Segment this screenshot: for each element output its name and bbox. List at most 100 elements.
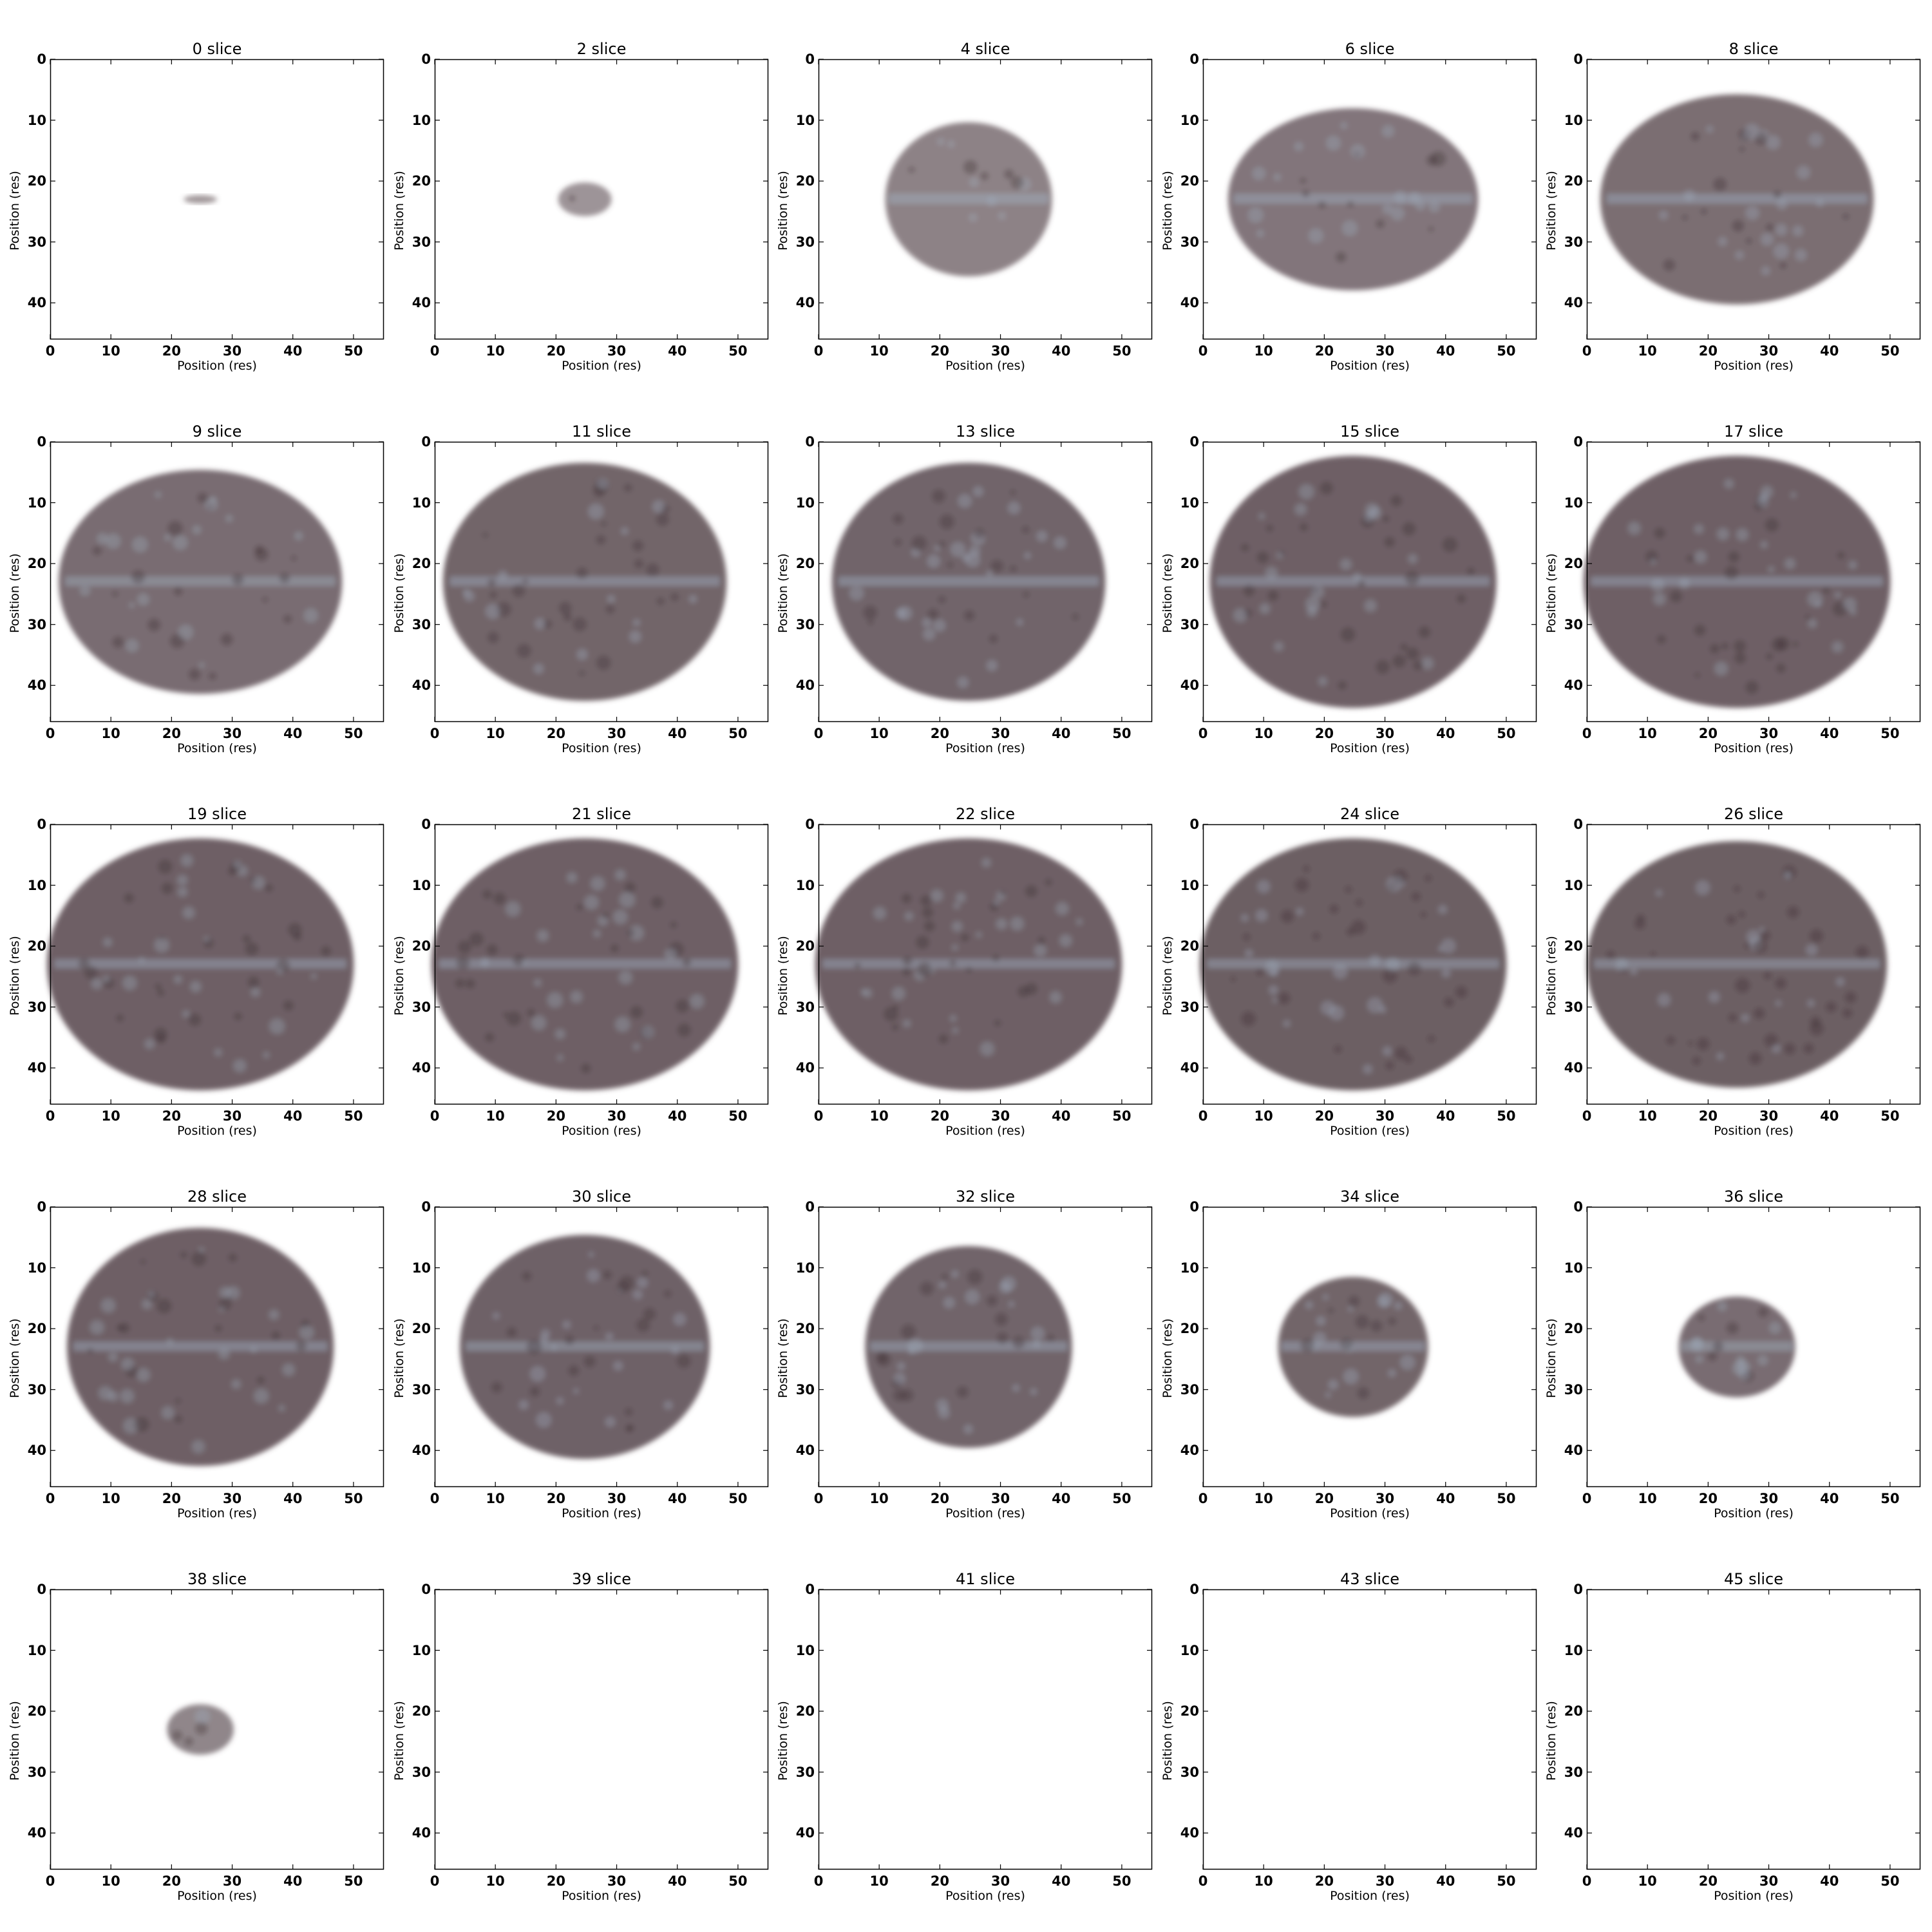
y-tick-label: 40 — [1564, 1443, 1583, 1459]
slice-panel: 26 slice 0 10 20 30 40 50 0 10 20 30 40 Position (re… — [1537, 765, 1932, 1155]
y-tick-label: 0 — [421, 1582, 431, 1597]
slice-panel: 28 slice 0 10 20 30 40 50 0 10 20 30 40 Position (re… — [0, 1148, 398, 1537]
y-tick-label: 0 — [1189, 1199, 1199, 1215]
y-tick-label: 20 — [795, 173, 815, 189]
x-tick-label: 10 — [486, 1491, 505, 1506]
x-axis-label: Position (res) — [177, 741, 257, 755]
x-axis-label: Position (res) — [945, 359, 1025, 373]
y-axis-label: Position (res) — [776, 170, 790, 251]
panel-title: 6 slice — [1345, 40, 1395, 58]
slice-image-axes — [1202, 1589, 1537, 1870]
y-tick-label: 10 — [795, 877, 815, 893]
y-tick-label: 0 — [1573, 1582, 1583, 1597]
y-tick-label: 20 — [412, 938, 431, 954]
x-tick-label: 40 — [1052, 1491, 1071, 1506]
axes-frame — [434, 824, 769, 1105]
x-tick-label: 0 — [430, 1108, 440, 1124]
y-tick-label: 30 — [1564, 1764, 1583, 1780]
y-tick-label: 30 — [1180, 999, 1199, 1015]
x-axis-label: Position (res) — [1330, 359, 1410, 373]
y-tick-label: 10 — [795, 495, 815, 511]
y-tick-label: 30 — [412, 1381, 431, 1397]
x-axis-label: Position (res) — [1330, 1889, 1410, 1903]
y-tick-label: 40 — [795, 677, 815, 694]
y-tick-label: 30 — [795, 1764, 815, 1780]
y-tick-label: 10 — [27, 495, 46, 511]
axes-frame — [818, 1589, 1153, 1870]
x-tick-label: 40 — [1436, 726, 1455, 741]
panel-title: 8 slice — [1728, 40, 1779, 58]
x-tick-label: 0 — [1198, 1108, 1208, 1124]
axes-frame — [818, 441, 1153, 723]
y-tick-label: 20 — [27, 1321, 46, 1337]
y-tick-label: 30 — [1180, 1764, 1199, 1780]
axes-frame — [50, 441, 384, 723]
panel-title: 39 slice — [572, 1570, 631, 1588]
y-tick-label: 30 — [412, 234, 431, 250]
slice-image-axes — [434, 59, 769, 340]
y-tick-label: 30 — [412, 616, 431, 632]
x-tick-label: 20 — [546, 1873, 565, 1889]
x-tick-label: 10 — [101, 343, 120, 359]
x-tick-label: 0 — [1198, 343, 1208, 359]
y-tick-label: 40 — [27, 1825, 46, 1841]
x-axis-label: Position (res) — [945, 1889, 1025, 1903]
x-tick-label: 50 — [1497, 1873, 1516, 1889]
x-tick-label: 20 — [1698, 726, 1718, 741]
x-tick-label: 40 — [1820, 726, 1839, 741]
x-tick-label: 40 — [1436, 343, 1455, 359]
x-tick-label: 0 — [1582, 726, 1592, 741]
y-tick-label: 20 — [1180, 1703, 1199, 1719]
panel-title: 19 slice — [187, 805, 247, 823]
y-axis-label: Position (res) — [1160, 1700, 1175, 1781]
x-tick-label: 50 — [1112, 1108, 1132, 1124]
x-tick-label: 50 — [1497, 1108, 1516, 1124]
x-tick-label: 50 — [728, 1873, 748, 1889]
x-tick-label: 20 — [1698, 1491, 1718, 1506]
axes-frame — [50, 59, 384, 340]
brain-slice-image — [1678, 1296, 1795, 1397]
panel-title: 2 slice — [576, 40, 627, 58]
panel-title: 45 slice — [1724, 1570, 1783, 1588]
slice-panel: 13 slice 0 10 20 30 40 50 0 10 20 30 40 Position (re… — [768, 383, 1166, 772]
x-tick-label: 30 — [990, 1491, 1010, 1506]
brain-slice-image — [184, 194, 217, 204]
y-axis-label: Position (res) — [1160, 935, 1175, 1016]
x-axis-label: Position (res) — [177, 1124, 257, 1138]
x-tick-label: 40 — [283, 1108, 303, 1124]
y-tick-label: 30 — [27, 234, 46, 250]
x-tick-label: 20 — [1314, 726, 1334, 741]
y-tick-label: 0 — [805, 1199, 815, 1215]
x-tick-label: 30 — [607, 1491, 627, 1506]
y-axis-label: Position (res) — [8, 1318, 22, 1398]
slice-image-axes — [1586, 59, 1921, 340]
slice-panel: 43 slice 0 10 20 30 40 50 0 10 20 30 40 Position (re… — [1153, 1530, 1551, 1920]
y-tick-label: 20 — [1180, 938, 1199, 954]
y-tick-label: 30 — [1180, 1381, 1199, 1397]
y-tick-label: 10 — [1564, 877, 1583, 893]
panel-title: 4 slice — [960, 40, 1010, 58]
x-tick-label: 40 — [1052, 726, 1071, 741]
y-tick-label: 0 — [1189, 817, 1199, 832]
x-tick-label: 30 — [1375, 1873, 1395, 1889]
x-tick-label: 40 — [668, 726, 687, 741]
slice-panel: 32 slice 0 10 20 30 40 50 0 10 20 30 40 Position (re… — [768, 1148, 1166, 1537]
slice-image-axes — [50, 59, 384, 340]
y-axis-label: Position (res) — [776, 935, 790, 1016]
x-tick-label: 30 — [1375, 726, 1395, 741]
slice-image-axes — [434, 441, 769, 723]
slice-panel: 36 slice 0 10 20 30 40 50 0 10 20 30 40 Position (re… — [1537, 1148, 1932, 1537]
x-tick-label: 40 — [1820, 343, 1839, 359]
x-tick-label: 40 — [1436, 1491, 1455, 1506]
slice-panel: 30 slice 0 10 20 30 40 50 0 10 20 30 40 Position (re… — [384, 1148, 782, 1537]
x-tick-label: 30 — [222, 343, 242, 359]
y-tick-label: 0 — [37, 52, 46, 67]
x-tick-label: 10 — [1254, 343, 1273, 359]
y-tick-label: 30 — [412, 1764, 431, 1780]
y-tick-label: 30 — [412, 999, 431, 1015]
x-tick-label: 10 — [1638, 1491, 1657, 1506]
x-axis-label: Position (res) — [945, 1124, 1025, 1138]
y-tick-label: 10 — [795, 1260, 815, 1276]
x-tick-label: 30 — [990, 1873, 1010, 1889]
